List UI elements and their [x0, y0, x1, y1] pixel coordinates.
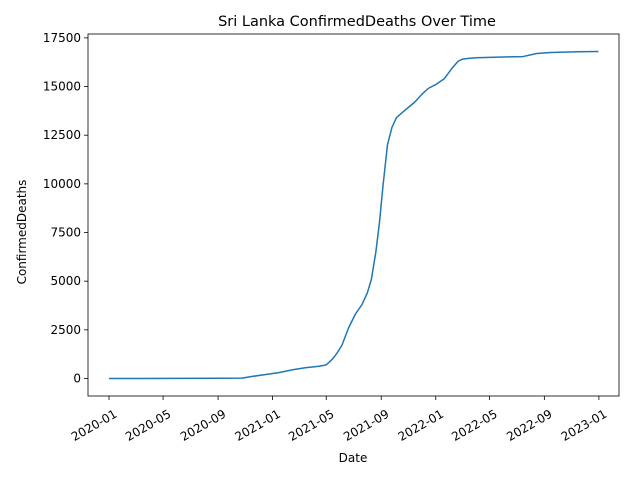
series-line — [109, 50, 599, 380]
chart-title: Sri Lanka ConfirmedDeaths Over Time — [218, 14, 496, 30]
x-tick-label: 2023-01 — [559, 407, 609, 444]
x-tick-label: 2021-09 — [341, 407, 391, 444]
axes-frame — [87, 33, 620, 397]
x-tick-label: 2022-05 — [449, 407, 499, 444]
y-tick-label: 10000 — [43, 177, 81, 191]
x-tick-label: 2020-01 — [69, 407, 119, 444]
y-tick-label: 12500 — [43, 128, 81, 142]
x-tick-label: 2020-05 — [123, 407, 173, 444]
x-axis-label: Date — [339, 451, 368, 465]
x-axis: 2020-01 2020-05 2020-09 2021-01 2021-05 2021-… — [69, 396, 609, 444]
x-tick-label: 2021-05 — [286, 407, 336, 444]
x-tick-label: 2022-09 — [504, 407, 554, 444]
y-tick-label: 15000 — [43, 80, 81, 94]
x-tick-label: 2022-01 — [396, 407, 446, 444]
x-tick-label: 2021-01 — [232, 407, 282, 444]
y-tick-label: 2500 — [50, 323, 81, 337]
plot-area — [87, 33, 620, 397]
y-axis-label: ConfirmedDeaths — [15, 180, 29, 285]
y-axis: 0 2500 5000 7500 10000 12500 15000 17500 — [43, 31, 88, 385]
y-tick-label: 0 — [73, 371, 81, 385]
x-tick-label: 2020-09 — [178, 407, 228, 444]
y-tick-label: 5000 — [50, 274, 81, 288]
y-tick-label: 7500 — [50, 226, 81, 240]
y-tick-label: 17500 — [43, 31, 81, 45]
